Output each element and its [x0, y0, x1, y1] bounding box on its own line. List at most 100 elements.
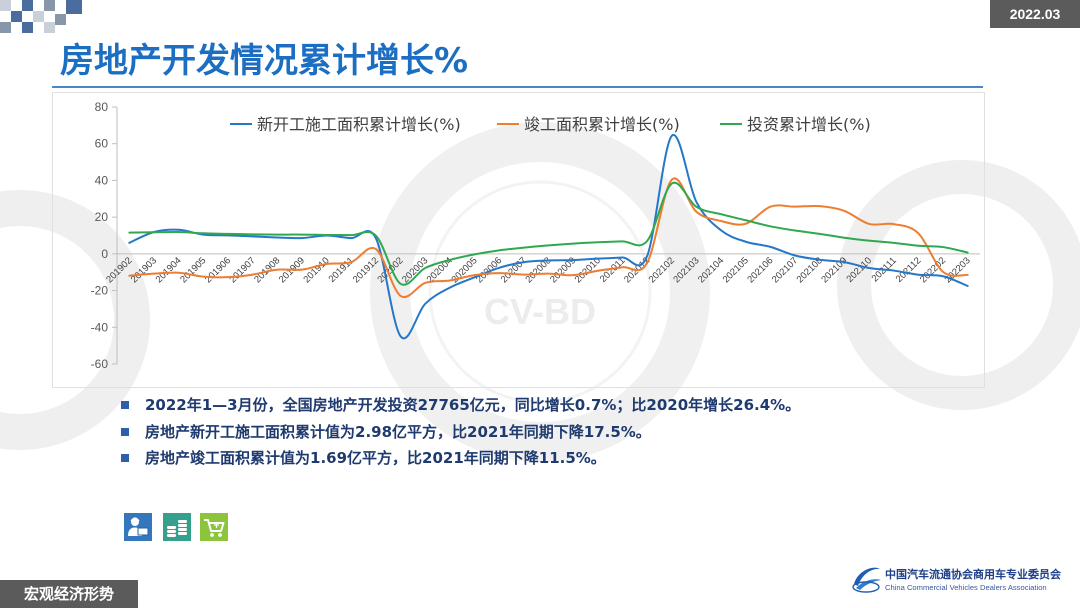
data-point: [817, 204, 822, 209]
watermark-text: CV-BD: [484, 291, 596, 332]
data-point: [842, 235, 847, 240]
data-point: [176, 270, 181, 275]
x-tick-label: 201904: [154, 255, 184, 285]
data-point: [694, 204, 699, 209]
data-point: [497, 265, 502, 270]
legend: 新开工施工面积累计增长(%) 竣工面积累计增长(%) 投资累计增长(%): [230, 115, 871, 134]
data-point: [793, 228, 798, 233]
data-point: [423, 280, 428, 285]
association-logo-icon: [852, 567, 881, 593]
data-point: [201, 231, 206, 236]
data-point: [941, 245, 946, 250]
y-tick-label: 0: [101, 247, 108, 261]
data-point: [275, 232, 280, 237]
y-tick-label: 60: [95, 137, 109, 151]
data-point: [842, 260, 847, 265]
data-point: [497, 248, 502, 253]
data-point: [349, 233, 354, 238]
organization-name-cn: 中国汽车流通协会商用车专业委员会: [885, 568, 1061, 581]
data-point: [225, 231, 230, 236]
y-tick-label: -60: [91, 357, 109, 371]
data-point: [447, 257, 452, 262]
data-point: [645, 260, 650, 265]
data-point: [768, 204, 773, 209]
data-point: [719, 218, 724, 223]
data-point: [151, 271, 156, 276]
data-point: [916, 243, 921, 248]
watermark-ring-left: [0, 190, 150, 450]
data-point: [620, 239, 625, 244]
pattern-square: [0, 0, 11, 11]
data-point: [743, 239, 748, 244]
data-point: [941, 269, 946, 274]
data-point: [299, 267, 304, 272]
legend-item: 投资累计增长(%): [720, 115, 871, 134]
legend-label: 竣工面积累计增长(%): [524, 115, 680, 134]
data-point: [595, 256, 600, 261]
y-tick-label: 20: [95, 210, 109, 224]
watermark-ring-center: [370, 122, 710, 462]
icon-background: [124, 513, 152, 541]
data-point: [349, 260, 354, 265]
x-tick-label: 202104: [696, 255, 726, 285]
data-point: [916, 231, 921, 236]
x-tick-label: 202103: [671, 255, 701, 285]
data-point: [127, 240, 132, 245]
data-point: [546, 258, 551, 263]
bullet-text: 房地产新开工施工面积累计值为2.98亿平方，比2021年同期下降17.5%。: [145, 423, 651, 441]
data-point: [768, 244, 773, 249]
bullet-text: 房地产竣工面积累计值为1.69亿平方，比2021年同期下降11.5%。: [145, 449, 606, 467]
data-point: [595, 240, 600, 245]
data-point: [398, 281, 403, 286]
data-point: [447, 278, 452, 283]
legend-item: 竣工面积累计增长(%): [497, 115, 680, 134]
data-point: [743, 218, 748, 223]
data-point: [965, 283, 970, 288]
data-point: [373, 247, 378, 252]
pattern-square: [0, 22, 11, 33]
date-badge: 2022.03: [990, 0, 1080, 28]
series-1: [127, 133, 970, 340]
data-point: [891, 240, 896, 245]
data-point: [176, 230, 181, 235]
series-line: [128, 177, 969, 299]
data-point: [398, 334, 403, 339]
data-point: [793, 204, 798, 209]
pattern-square: [33, 11, 44, 22]
data-point: [620, 265, 625, 270]
x-tick-label: 202102: [647, 255, 677, 285]
data-point: [891, 268, 896, 273]
data-point: [472, 273, 477, 278]
x-tick-label: 201905: [178, 255, 208, 285]
data-point: [571, 273, 576, 278]
data-point: [546, 243, 551, 248]
data-point: [521, 260, 526, 265]
pattern-square: [22, 0, 33, 11]
pattern-square: [44, 22, 55, 33]
x-tick-label: 201902: [104, 255, 134, 285]
watermark-ring-center-inner: [428, 180, 652, 404]
data-point: [324, 232, 329, 237]
pattern-square: [11, 11, 22, 22]
data-point: [423, 301, 428, 306]
data-point: [867, 265, 872, 270]
x-tick-label: 201907: [228, 255, 258, 285]
x-tick-label: 202112: [894, 255, 924, 285]
title-underline: [52, 86, 983, 88]
data-point: [127, 230, 132, 235]
coins-icon: [163, 513, 191, 541]
y-tick-label: -40: [91, 320, 109, 334]
x-tick-label: 201911: [327, 255, 357, 285]
data-point: [571, 258, 576, 263]
data-point: [669, 181, 674, 186]
data-point: [595, 268, 600, 273]
data-point: [669, 133, 674, 138]
data-point: [497, 271, 502, 276]
data-point: [694, 209, 699, 214]
data-point: [719, 212, 724, 217]
data-point: [867, 221, 872, 226]
data-point: [225, 275, 230, 280]
legend-item: 新开工施工面积累计增长(%): [230, 115, 461, 134]
